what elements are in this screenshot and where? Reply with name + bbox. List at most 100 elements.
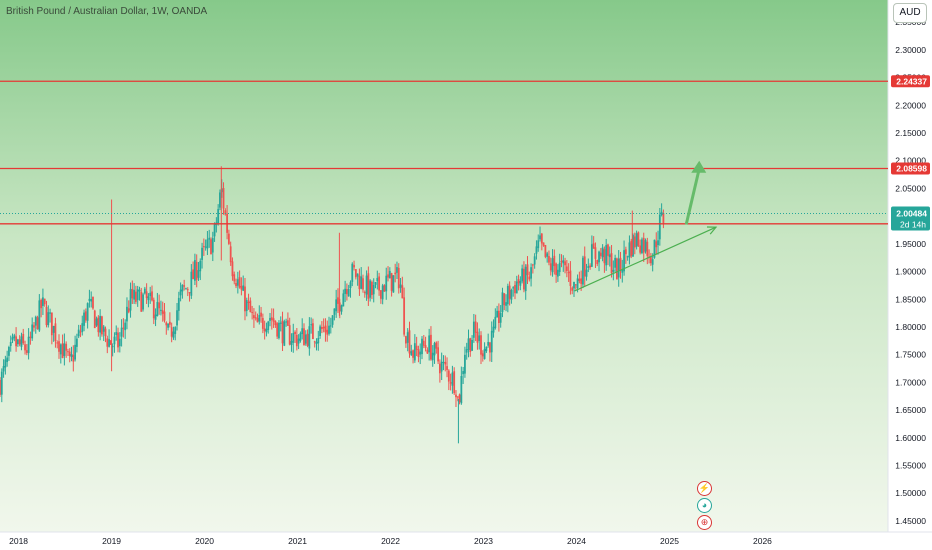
candle-body-up bbox=[304, 334, 307, 344]
candle-body-up bbox=[344, 288, 347, 294]
candle-body-up bbox=[557, 269, 559, 277]
candle-body-up bbox=[340, 305, 343, 312]
candle-body-down bbox=[408, 330, 411, 354]
candle-body-down bbox=[97, 317, 100, 333]
candle-body-up bbox=[292, 333, 295, 343]
candle-body-down bbox=[630, 240, 633, 257]
candle-body-down bbox=[649, 255, 652, 264]
candle-body-up bbox=[147, 296, 150, 301]
trendline-arrowhead bbox=[706, 226, 718, 235]
candle-body-down bbox=[106, 338, 109, 347]
candle-body-up bbox=[392, 275, 395, 293]
candle-body-up bbox=[34, 316, 37, 326]
candle-body-down bbox=[655, 241, 658, 248]
candle-body-up bbox=[179, 289, 182, 296]
candle-body-down bbox=[540, 233, 543, 244]
candle-body-up bbox=[47, 312, 50, 326]
price-level-badge bbox=[891, 75, 930, 88]
candle-body-up bbox=[308, 326, 311, 349]
candle-body-down bbox=[272, 318, 275, 322]
candle-body-up bbox=[86, 303, 89, 321]
candle-body-up bbox=[138, 289, 141, 292]
candle-body-down bbox=[210, 239, 212, 255]
y-tick-label: 1.80000 bbox=[895, 322, 926, 332]
candle-body-up bbox=[317, 338, 320, 344]
candle-body-down bbox=[567, 272, 570, 274]
candle-body-up bbox=[601, 247, 604, 258]
candle-body-down bbox=[497, 310, 500, 323]
candle-body-up bbox=[156, 301, 159, 316]
candle-body-up bbox=[197, 270, 200, 278]
candle-body-up bbox=[301, 328, 304, 335]
candle-body-down bbox=[544, 245, 547, 257]
candle-body-down bbox=[33, 325, 35, 328]
candle-body-down bbox=[337, 297, 339, 304]
candle-body-up bbox=[510, 289, 513, 300]
candle-body-up bbox=[185, 288, 187, 290]
drawings-layer[interactable] bbox=[574, 160, 718, 292]
globe-event-icon[interactable]: ⊕ bbox=[697, 515, 712, 530]
candle-body-up bbox=[74, 344, 77, 360]
candle-body-up bbox=[576, 278, 579, 289]
candle-body-up bbox=[598, 251, 600, 263]
candle-body-up bbox=[351, 263, 354, 282]
candle-body-up bbox=[124, 322, 127, 331]
candle-body-down bbox=[637, 232, 640, 246]
y-tick-label: 1.60000 bbox=[895, 433, 926, 443]
symbol-title[interactable]: British Pound / Australian Dollar, 1W, O… bbox=[6, 6, 208, 17]
candle-body-up bbox=[329, 325, 332, 327]
earnings-event-icon[interactable]: ◕ bbox=[697, 498, 712, 513]
candle-body-down bbox=[0, 380, 1, 395]
candle-body-down bbox=[117, 332, 119, 348]
candle-body-up bbox=[585, 269, 588, 277]
candle-body-up bbox=[99, 315, 102, 333]
candle-body-down bbox=[261, 318, 264, 329]
candle-body-up bbox=[149, 292, 152, 297]
candle-body-up bbox=[31, 324, 34, 339]
x-tick-label: 2022 bbox=[381, 536, 400, 546]
candle-body-down bbox=[122, 327, 125, 329]
candle-body-down bbox=[592, 243, 595, 249]
candle-body-down bbox=[22, 334, 25, 344]
x-tick-label: 2025 bbox=[660, 536, 679, 546]
candle-body-down bbox=[50, 312, 53, 336]
candle-body-down bbox=[313, 341, 316, 343]
candle-body-up bbox=[641, 239, 643, 254]
candle-body-up bbox=[154, 314, 157, 320]
y-tick-label: 2.10000 bbox=[895, 156, 926, 166]
candle-body-down bbox=[104, 328, 107, 337]
candle-body-down bbox=[508, 285, 511, 299]
candle-body-down bbox=[435, 342, 438, 349]
candle-body-up bbox=[505, 302, 507, 306]
candle-body-down bbox=[229, 246, 232, 263]
candle-body-up bbox=[467, 338, 470, 351]
candle-body-up bbox=[328, 325, 330, 334]
candle-body-up bbox=[142, 294, 144, 310]
candle-body-down bbox=[227, 233, 230, 244]
candle-body-down bbox=[251, 312, 254, 314]
candle-body-up bbox=[635, 233, 638, 247]
lightning-event-icon[interactable]: ⚡ bbox=[697, 481, 712, 496]
candle-body-up bbox=[102, 326, 105, 332]
currency-button[interactable]: AUD bbox=[893, 3, 927, 23]
candle-body-down bbox=[61, 343, 64, 358]
candle-body-up bbox=[587, 266, 590, 268]
candle-body-up bbox=[442, 361, 445, 363]
plot-background bbox=[0, 0, 888, 532]
candle-body-up bbox=[206, 239, 209, 249]
candle-body-up bbox=[464, 354, 466, 374]
candle-body-down bbox=[151, 291, 153, 301]
candle-body-up bbox=[81, 323, 84, 332]
candle-body-up bbox=[494, 316, 497, 329]
candle-body-down bbox=[474, 321, 477, 333]
candle-body-down bbox=[437, 347, 439, 362]
candle-body-up bbox=[172, 331, 175, 338]
candle-body-up bbox=[129, 288, 132, 311]
candle-body-up bbox=[63, 343, 66, 356]
candle-body-down bbox=[548, 256, 550, 263]
candle-body-down bbox=[390, 273, 393, 291]
candle-body-up bbox=[385, 275, 388, 292]
